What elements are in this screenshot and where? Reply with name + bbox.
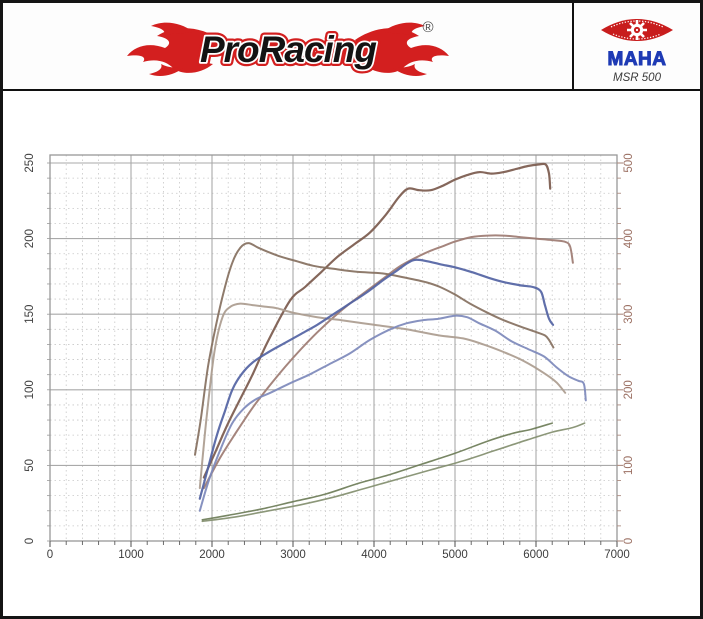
left-axis-label: 200 (24, 229, 36, 248)
right-axis-label: 200 (623, 380, 635, 399)
brand-text-inner: ProRacing (199, 29, 375, 70)
x-axis-label: 1000 (118, 549, 144, 561)
right-axis-label: 400 (623, 229, 635, 248)
left-axis-label: 50 (24, 459, 36, 472)
series-torque-tuned (194, 242, 555, 456)
plot-border (49, 154, 618, 542)
series-torque-stock (198, 302, 567, 490)
left-axis-label: 0 (24, 538, 36, 544)
series-power-tuned (202, 162, 552, 479)
brand-text-outline: ProRacing (199, 29, 375, 70)
series-wheel-power-tuned (198, 258, 555, 500)
header-bar: ProRacing ProRacing ProRacing ® (3, 3, 700, 91)
right-axis-label: 500 (623, 153, 635, 172)
device-model-text: MSR 500 (613, 72, 662, 84)
proracing-logo-graphic: ProRacing ProRacing ProRacing ® (126, 19, 449, 76)
left-axis-label: 100 (24, 380, 36, 399)
header-divider (572, 3, 574, 89)
maha-logo: MAHA MSR 500 (574, 3, 700, 89)
x-axis-label: 3000 (280, 549, 306, 561)
brand-text: ProRacing (199, 29, 375, 70)
x-axis-label: 4000 (361, 549, 387, 561)
series-loss-power-tuned (201, 422, 553, 521)
x-axis-label: 5000 (442, 549, 468, 561)
right-axis-label: 100 (623, 456, 635, 475)
flame-left-icon (126, 22, 221, 76)
proracing-logo: ProRacing ProRacing ProRacing ® (3, 3, 572, 89)
maha-eye-icon (601, 19, 673, 41)
series-wheel-power-stock (198, 314, 587, 512)
maha-logo-graphic: MAHA MSR 500 (601, 19, 673, 84)
right-axis-label: 300 (623, 305, 635, 324)
series-loss-power-stock (201, 422, 586, 523)
flame-right-icon (354, 22, 449, 76)
x-axis-label: 6000 (523, 549, 549, 561)
x-axis-label: 7000 (604, 549, 630, 561)
x-axis-label: 2000 (199, 549, 225, 561)
left-axis-label: 150 (24, 305, 36, 324)
right-axis-label: 0 (623, 538, 635, 544)
maha-text: MAHA (608, 49, 667, 70)
left-axis-label: 250 (24, 153, 36, 172)
x-axis-label: 0 (47, 549, 53, 561)
registered-mark: ® (422, 19, 433, 36)
